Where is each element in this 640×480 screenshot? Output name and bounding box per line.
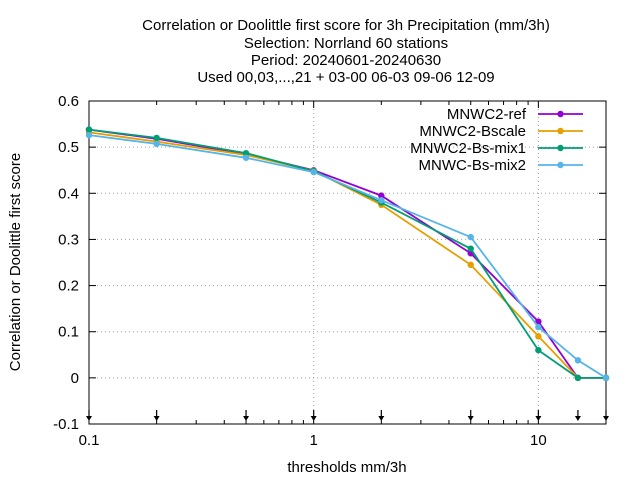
y-tick-label: -0.1 — [53, 416, 79, 433]
title-line-1: Correlation or Doolittle first score for… — [142, 17, 550, 34]
series-point-2 — [535, 346, 542, 354]
series-lines — [85, 126, 610, 382]
title-line-4: Used 00,03,...,21 + 03-00 06-03 09-06 12… — [197, 69, 494, 86]
series-point-3 — [535, 323, 542, 331]
grid — [89, 101, 606, 424]
y-tick-label: 0.6 — [58, 93, 79, 110]
series-line-3 — [88, 134, 607, 379]
legend-label-2: MNWC2-Bs-mix1 — [410, 140, 526, 157]
y-tick-label: 0.1 — [58, 324, 79, 341]
y-tick-label: 0.5 — [58, 139, 79, 156]
legend-marker-1 — [557, 127, 564, 135]
series-point-3 — [378, 197, 385, 204]
series-point-2 — [574, 374, 582, 382]
series-point-3 — [85, 131, 93, 139]
legend-marker-2 — [557, 144, 564, 152]
series-point-3 — [153, 140, 160, 148]
threshold-marker-head — [310, 416, 317, 421]
series-point-1 — [467, 261, 474, 269]
series-point-2 — [242, 149, 250, 157]
series-point-3 — [242, 154, 250, 161]
series-point-0 — [535, 318, 542, 325]
series-point-2 — [85, 126, 93, 133]
series-point-3 — [310, 168, 317, 176]
x-tick-label: 1 — [310, 432, 318, 449]
series-point-3 — [602, 374, 610, 382]
plot-border — [88, 100, 607, 425]
y-tick-label: 0.4 — [58, 185, 79, 202]
tick-labels: -0.1 0 0.1 0.2 0.3 0.4 0.5 0.6 0.1 1 10 — [53, 93, 547, 449]
series-point-2 — [467, 245, 474, 252]
legend-label-1: MNWC2-Bscale — [419, 123, 526, 140]
y-tick-label: 0.3 — [58, 231, 79, 248]
chart-title: Correlation or Doolittle first score for… — [142, 17, 550, 86]
threshold-marker-head — [86, 416, 92, 421]
plot-frame — [88, 100, 607, 425]
threshold-marker-head — [153, 416, 160, 421]
threshold-marker-head — [603, 416, 609, 421]
series-line-0 — [88, 128, 606, 379]
title-line-3: Period: 20240601-20240630 — [251, 52, 441, 69]
y-axis-label: Correlation or Doolittle first score — [7, 153, 24, 371]
legend-label-3: MNWC-Bs-mix2 — [419, 157, 526, 174]
legend: MNWC2-refMNWC2-BscaleMNWC2-Bs-mix1MNWC-B… — [410, 106, 583, 174]
series-point-2 — [153, 134, 160, 142]
x-tick-label: 10 — [530, 432, 547, 449]
x-tick-label: 0.1 — [79, 432, 100, 449]
threshold-markers — [86, 410, 609, 421]
threshold-marker-head — [467, 416, 474, 421]
series-line-1 — [88, 131, 606, 379]
series-point-3 — [574, 357, 582, 364]
threshold-marker-head — [535, 416, 542, 421]
series-point-3 — [467, 233, 474, 241]
legend-marker-0 — [557, 110, 564, 118]
threshold-marker-head — [378, 416, 385, 421]
threshold-marker-head — [574, 416, 581, 421]
series-point-0 — [378, 192, 385, 199]
series-point-1 — [535, 333, 542, 340]
legend-marker-3 — [557, 161, 564, 169]
y-tick-label: 0 — [71, 370, 79, 387]
x-axis-label: thresholds mm/3h — [287, 459, 406, 476]
series-line-2 — [88, 128, 606, 379]
y-tick-label: 0.2 — [58, 278, 79, 295]
threshold-marker-head — [243, 416, 250, 421]
legend-label-0: MNWC2-ref — [447, 106, 527, 123]
title-line-2: Selection: Norrland 60 stations — [244, 35, 448, 52]
